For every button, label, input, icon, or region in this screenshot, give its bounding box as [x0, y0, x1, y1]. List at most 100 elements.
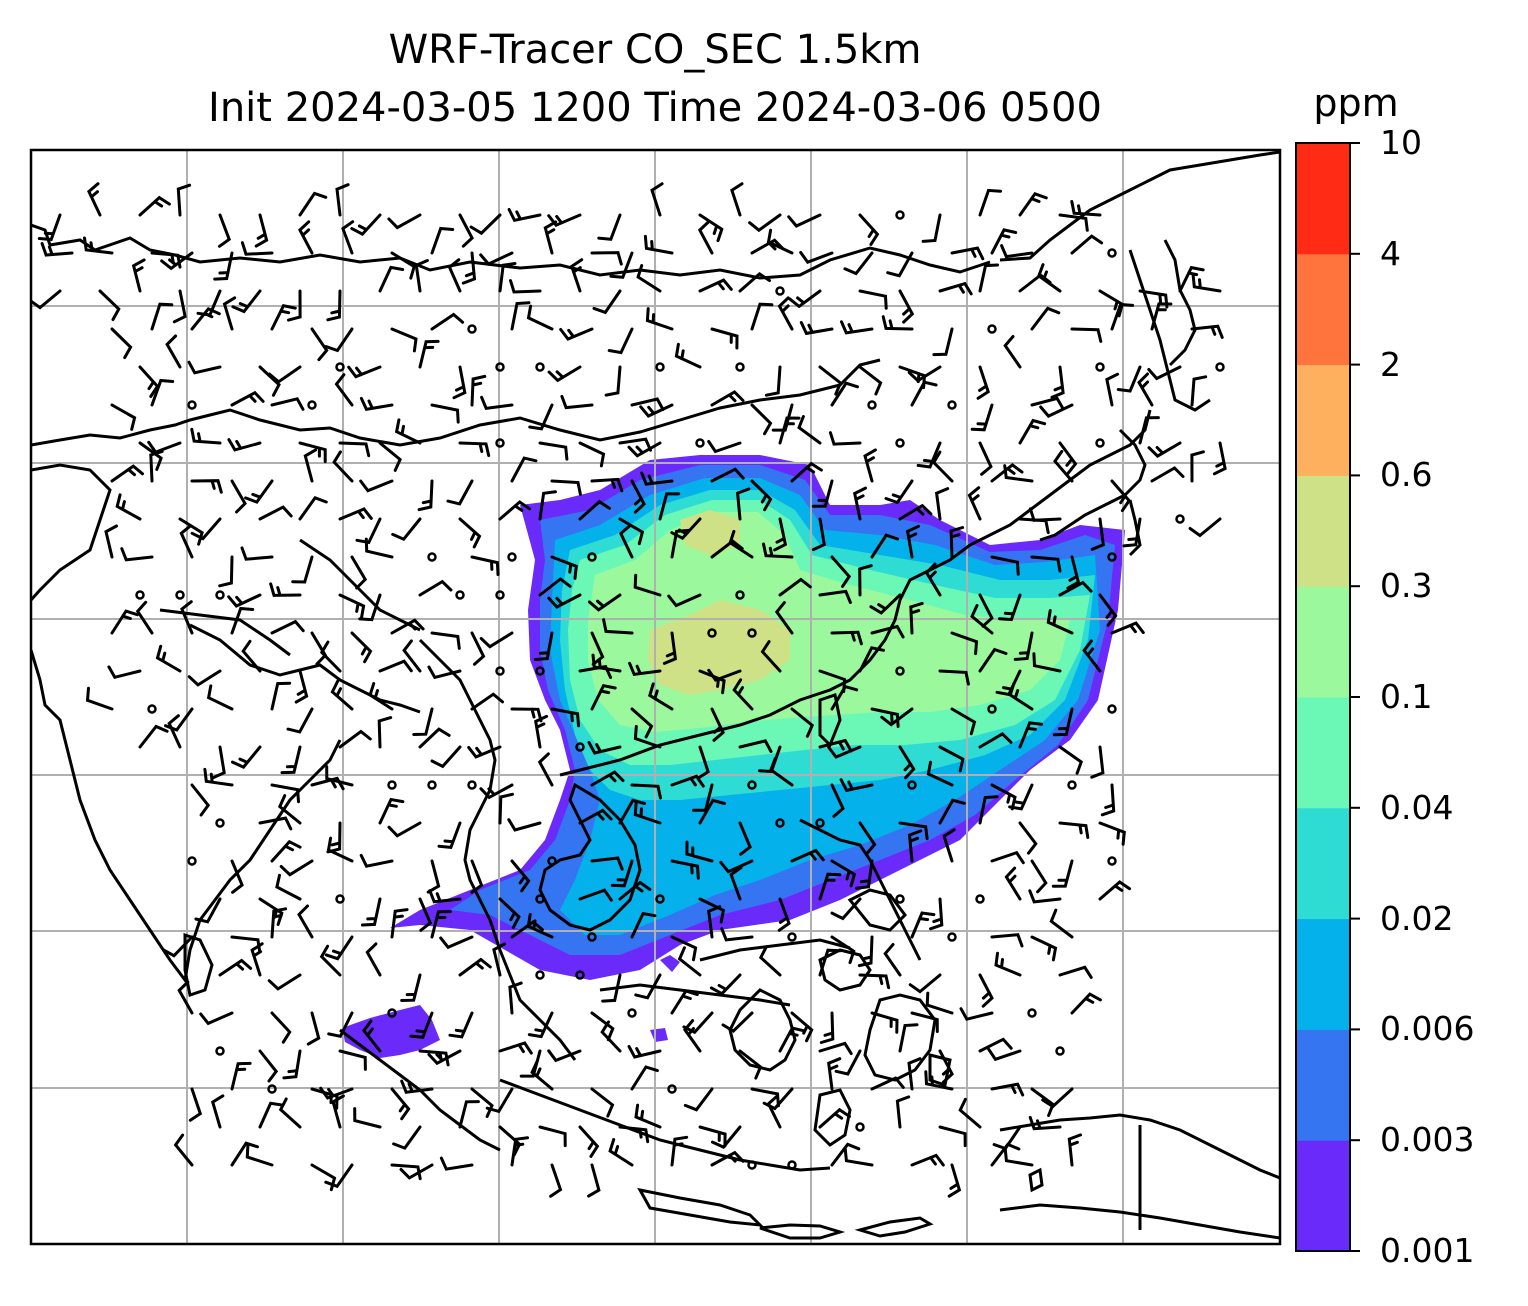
calm-wind-marker	[495, 438, 505, 448]
wind-barb	[818, 872, 842, 901]
wind-barb	[528, 403, 554, 431]
wind-barb	[855, 859, 874, 890]
wind-barb	[685, 840, 714, 863]
wind-barb	[427, 665, 462, 680]
calm-wind-marker	[467, 780, 477, 790]
wind-barb	[683, 1019, 702, 1053]
wind-barb	[710, 707, 725, 742]
wind-barb	[355, 517, 382, 545]
wind-barb	[402, 639, 422, 673]
wind-barb	[164, 707, 194, 732]
wind-barb	[277, 794, 302, 825]
wind-barb	[990, 555, 1020, 576]
wind-barb	[858, 213, 880, 246]
wind-barb	[391, 517, 422, 542]
wind-barb	[270, 619, 305, 635]
wind-barb	[390, 1163, 422, 1181]
wind-barb	[658, 492, 681, 521]
wind-barb	[338, 1049, 367, 1071]
wind-barb	[970, 604, 994, 635]
wind-barb	[1041, 1087, 1074, 1109]
wind-barb	[698, 213, 724, 243]
wind-barb	[324, 1163, 354, 1189]
wind-barb	[738, 1049, 763, 1080]
colorbar-tick-label: 2	[1380, 344, 1401, 384]
wind-barb	[1058, 821, 1090, 839]
wind-barb	[310, 1163, 337, 1192]
wind-barb	[1030, 555, 1062, 573]
calm-wind-marker	[575, 742, 585, 752]
wind-barb	[430, 403, 460, 424]
wind-barb	[347, 365, 382, 379]
wind-barb	[601, 973, 622, 1003]
wind-barb	[549, 1163, 563, 1198]
calm-wind-marker	[775, 286, 785, 296]
wind-barb	[590, 1087, 615, 1118]
wind-barb	[1070, 234, 1104, 255]
wind-barb	[1028, 1115, 1062, 1131]
chart-title-line2: Init 2024-03-05 1200 Time 2024-03-06 050…	[208, 85, 1102, 131]
wind-barb	[268, 365, 302, 384]
wind-barb	[550, 707, 580, 728]
wind-barb	[674, 342, 702, 369]
wind-barb	[762, 542, 794, 559]
wind-barb	[602, 618, 634, 635]
wind-barb	[230, 606, 255, 635]
wind-barb	[334, 373, 354, 407]
wind-barb	[600, 1020, 622, 1053]
wind-barb	[938, 1049, 954, 1084]
wind-barb	[269, 582, 302, 597]
wind-barb	[470, 631, 486, 666]
wind-barb	[590, 631, 605, 666]
wind-barb	[710, 390, 745, 407]
wind-barb	[368, 682, 394, 711]
wind-barb	[447, 258, 462, 293]
wind-barb	[618, 1125, 650, 1144]
wind-barb	[910, 1011, 939, 1033]
wind-barb	[778, 577, 812, 597]
wind-barb	[610, 859, 634, 888]
wind-barb	[1100, 783, 1116, 817]
wind-barb	[907, 365, 942, 383]
wind-barb	[627, 1045, 662, 1059]
wind-barb	[990, 1142, 1021, 1167]
wind-barb	[633, 725, 662, 749]
wind-barb	[358, 593, 382, 622]
calm-wind-marker	[215, 1046, 225, 1056]
wind-barb	[338, 593, 366, 620]
wind-barb	[387, 821, 422, 838]
wind-barb	[270, 1011, 292, 1044]
wind-barb	[498, 500, 532, 521]
wind-barb	[470, 1087, 494, 1118]
wind-barb	[361, 897, 382, 927]
wind-barb	[858, 973, 891, 990]
wind-barb	[162, 935, 194, 958]
wind-barb	[270, 783, 300, 804]
calm-wind-marker	[427, 780, 437, 790]
wind-barb	[588, 593, 622, 612]
wind-barb	[578, 441, 606, 468]
plume-level-7b	[680, 510, 740, 555]
wind-barb	[870, 1076, 905, 1091]
wind-barb	[1003, 464, 1034, 483]
wind-barb	[1098, 593, 1118, 627]
wind-barb	[698, 897, 726, 924]
calm-wind-marker	[507, 552, 517, 562]
wind-barb	[87, 182, 102, 217]
wind-barb	[359, 853, 394, 868]
wind-barb	[85, 686, 114, 711]
wind-barb	[818, 589, 852, 604]
wind-barb	[1028, 507, 1062, 522]
wind-barb	[959, 1007, 994, 1021]
calm-wind-marker	[1107, 552, 1117, 562]
wind-barb	[286, 707, 314, 734]
wind-barb	[1090, 517, 1105, 551]
wind-barb	[194, 897, 222, 924]
wind-barb	[537, 752, 554, 787]
wind-barb	[819, 1011, 835, 1044]
wind-barb	[470, 555, 500, 576]
wind-barb	[179, 524, 194, 559]
wind-barb	[799, 321, 834, 336]
wind-barb	[738, 272, 771, 293]
